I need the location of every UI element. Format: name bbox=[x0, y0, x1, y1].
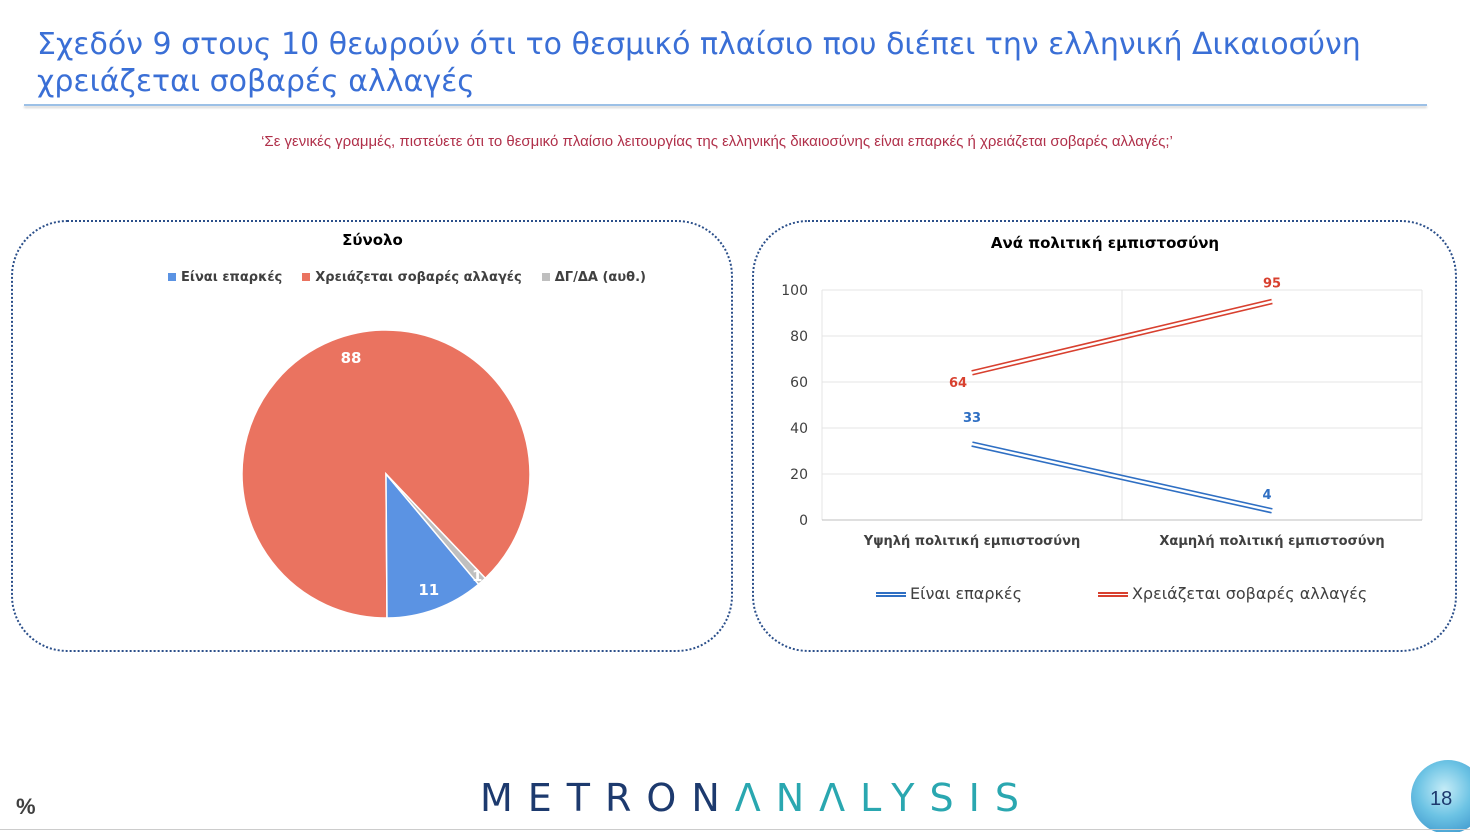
pie-label-adequate: 11 bbox=[418, 581, 439, 599]
title-divider bbox=[24, 104, 1427, 106]
survey-question: ‘Σε γενικές γραμμές, πιστεύετε ότι το θε… bbox=[261, 133, 1173, 150]
legend-item-changes-line: Χρειάζεται σοβαρές αλλαγές bbox=[1097, 584, 1368, 603]
series-line-adequate bbox=[972, 441, 1273, 510]
legend-label-adequate: Είναι επαρκές bbox=[181, 269, 283, 285]
pie-chart: 11 88 1 bbox=[241, 329, 531, 619]
data-label: 33 bbox=[963, 411, 981, 426]
legend-item-dk: ΔΓ/ΔΑ (αυθ.) bbox=[541, 268, 646, 286]
x-category-label: Χαμηλή πολιτική εμπιστοσύνη bbox=[1159, 534, 1384, 549]
y-tick-label: 100 bbox=[781, 283, 808, 299]
series-line-changes bbox=[972, 302, 1273, 376]
pie-slice-dk bbox=[385, 473, 487, 586]
y-tick-label: 60 bbox=[790, 375, 808, 391]
legend-item-adequate-line: Είναι επαρκές bbox=[876, 584, 1022, 603]
y-tick-label: 80 bbox=[790, 329, 808, 345]
line-chart-panel bbox=[752, 220, 1457, 652]
y-tick-label: 40 bbox=[790, 421, 808, 437]
brand-logo: METRONΛNΛLYSIS bbox=[480, 776, 1019, 820]
data-label: 4 bbox=[1262, 488, 1271, 503]
pie-chart-panel bbox=[11, 220, 733, 652]
series-line-adequate bbox=[971, 445, 1272, 514]
legend-item-adequate: Είναι επαρκές bbox=[168, 268, 282, 286]
legend-item-changes: Χρειάζεται σοβαρές αλλαγές bbox=[302, 268, 522, 286]
page-number: 18 bbox=[1430, 788, 1453, 810]
legend-label-dk: ΔΓ/ΔΑ (αυθ.) bbox=[554, 269, 646, 285]
legend-label-changes: Χρειάζεται σοβαρές αλλαγές bbox=[315, 269, 522, 285]
pie-label-dk: 1 bbox=[472, 567, 482, 585]
legend-label-changes-line: Χρειάζεται σοβαρές αλλαγές bbox=[1131, 584, 1368, 603]
pie-slice-adequate bbox=[385, 471, 480, 619]
y-tick-label: 20 bbox=[790, 467, 808, 483]
page-title: Σχεδόν 9 στους 10 θεωρούν ότι το θεσμικό… bbox=[37, 27, 1361, 99]
brand-part-1: METRON bbox=[480, 776, 735, 820]
legend-line-changes bbox=[1097, 592, 1128, 597]
x-category-label: Υψηλή πολιτική εμπιστοσύνη bbox=[863, 534, 1080, 549]
percent-mark: % bbox=[16, 794, 36, 819]
y-tick-label: 0 bbox=[799, 513, 808, 529]
line-legend: Είναι επαρκές Χρειάζεται σοβαρές αλλαγές bbox=[876, 584, 1367, 603]
pie-label-changes: 88 bbox=[341, 349, 362, 367]
page-badge bbox=[1411, 760, 1470, 832]
brand-part-2: ΛNΛLYSIS bbox=[734, 776, 1034, 820]
bottom-divider bbox=[0, 829, 1470, 830]
pie-chart-title: Σύνολο bbox=[342, 231, 403, 249]
data-label: 95 bbox=[1263, 277, 1281, 292]
legend-label-adequate-line: Είναι επαρκές bbox=[910, 584, 1022, 603]
data-label: 64 bbox=[949, 376, 967, 391]
legend-swatch-adequate bbox=[168, 273, 176, 281]
series-line-changes bbox=[971, 298, 1272, 372]
legend-swatch-changes bbox=[302, 273, 311, 281]
pie-legend: Είναι επαρκές Χρειάζεται σοβαρές αλλαγές… bbox=[168, 268, 646, 286]
legend-swatch-dk bbox=[541, 273, 550, 281]
line-chart: 0 20 40 60 80 100 Υψηλή πολιτική εμπιστοσύνη Χα… bbox=[781, 277, 1423, 549]
line-chart-title: Ανά πολιτική εμπιστοσύνη bbox=[990, 234, 1220, 252]
legend-line-adequate bbox=[876, 592, 906, 597]
